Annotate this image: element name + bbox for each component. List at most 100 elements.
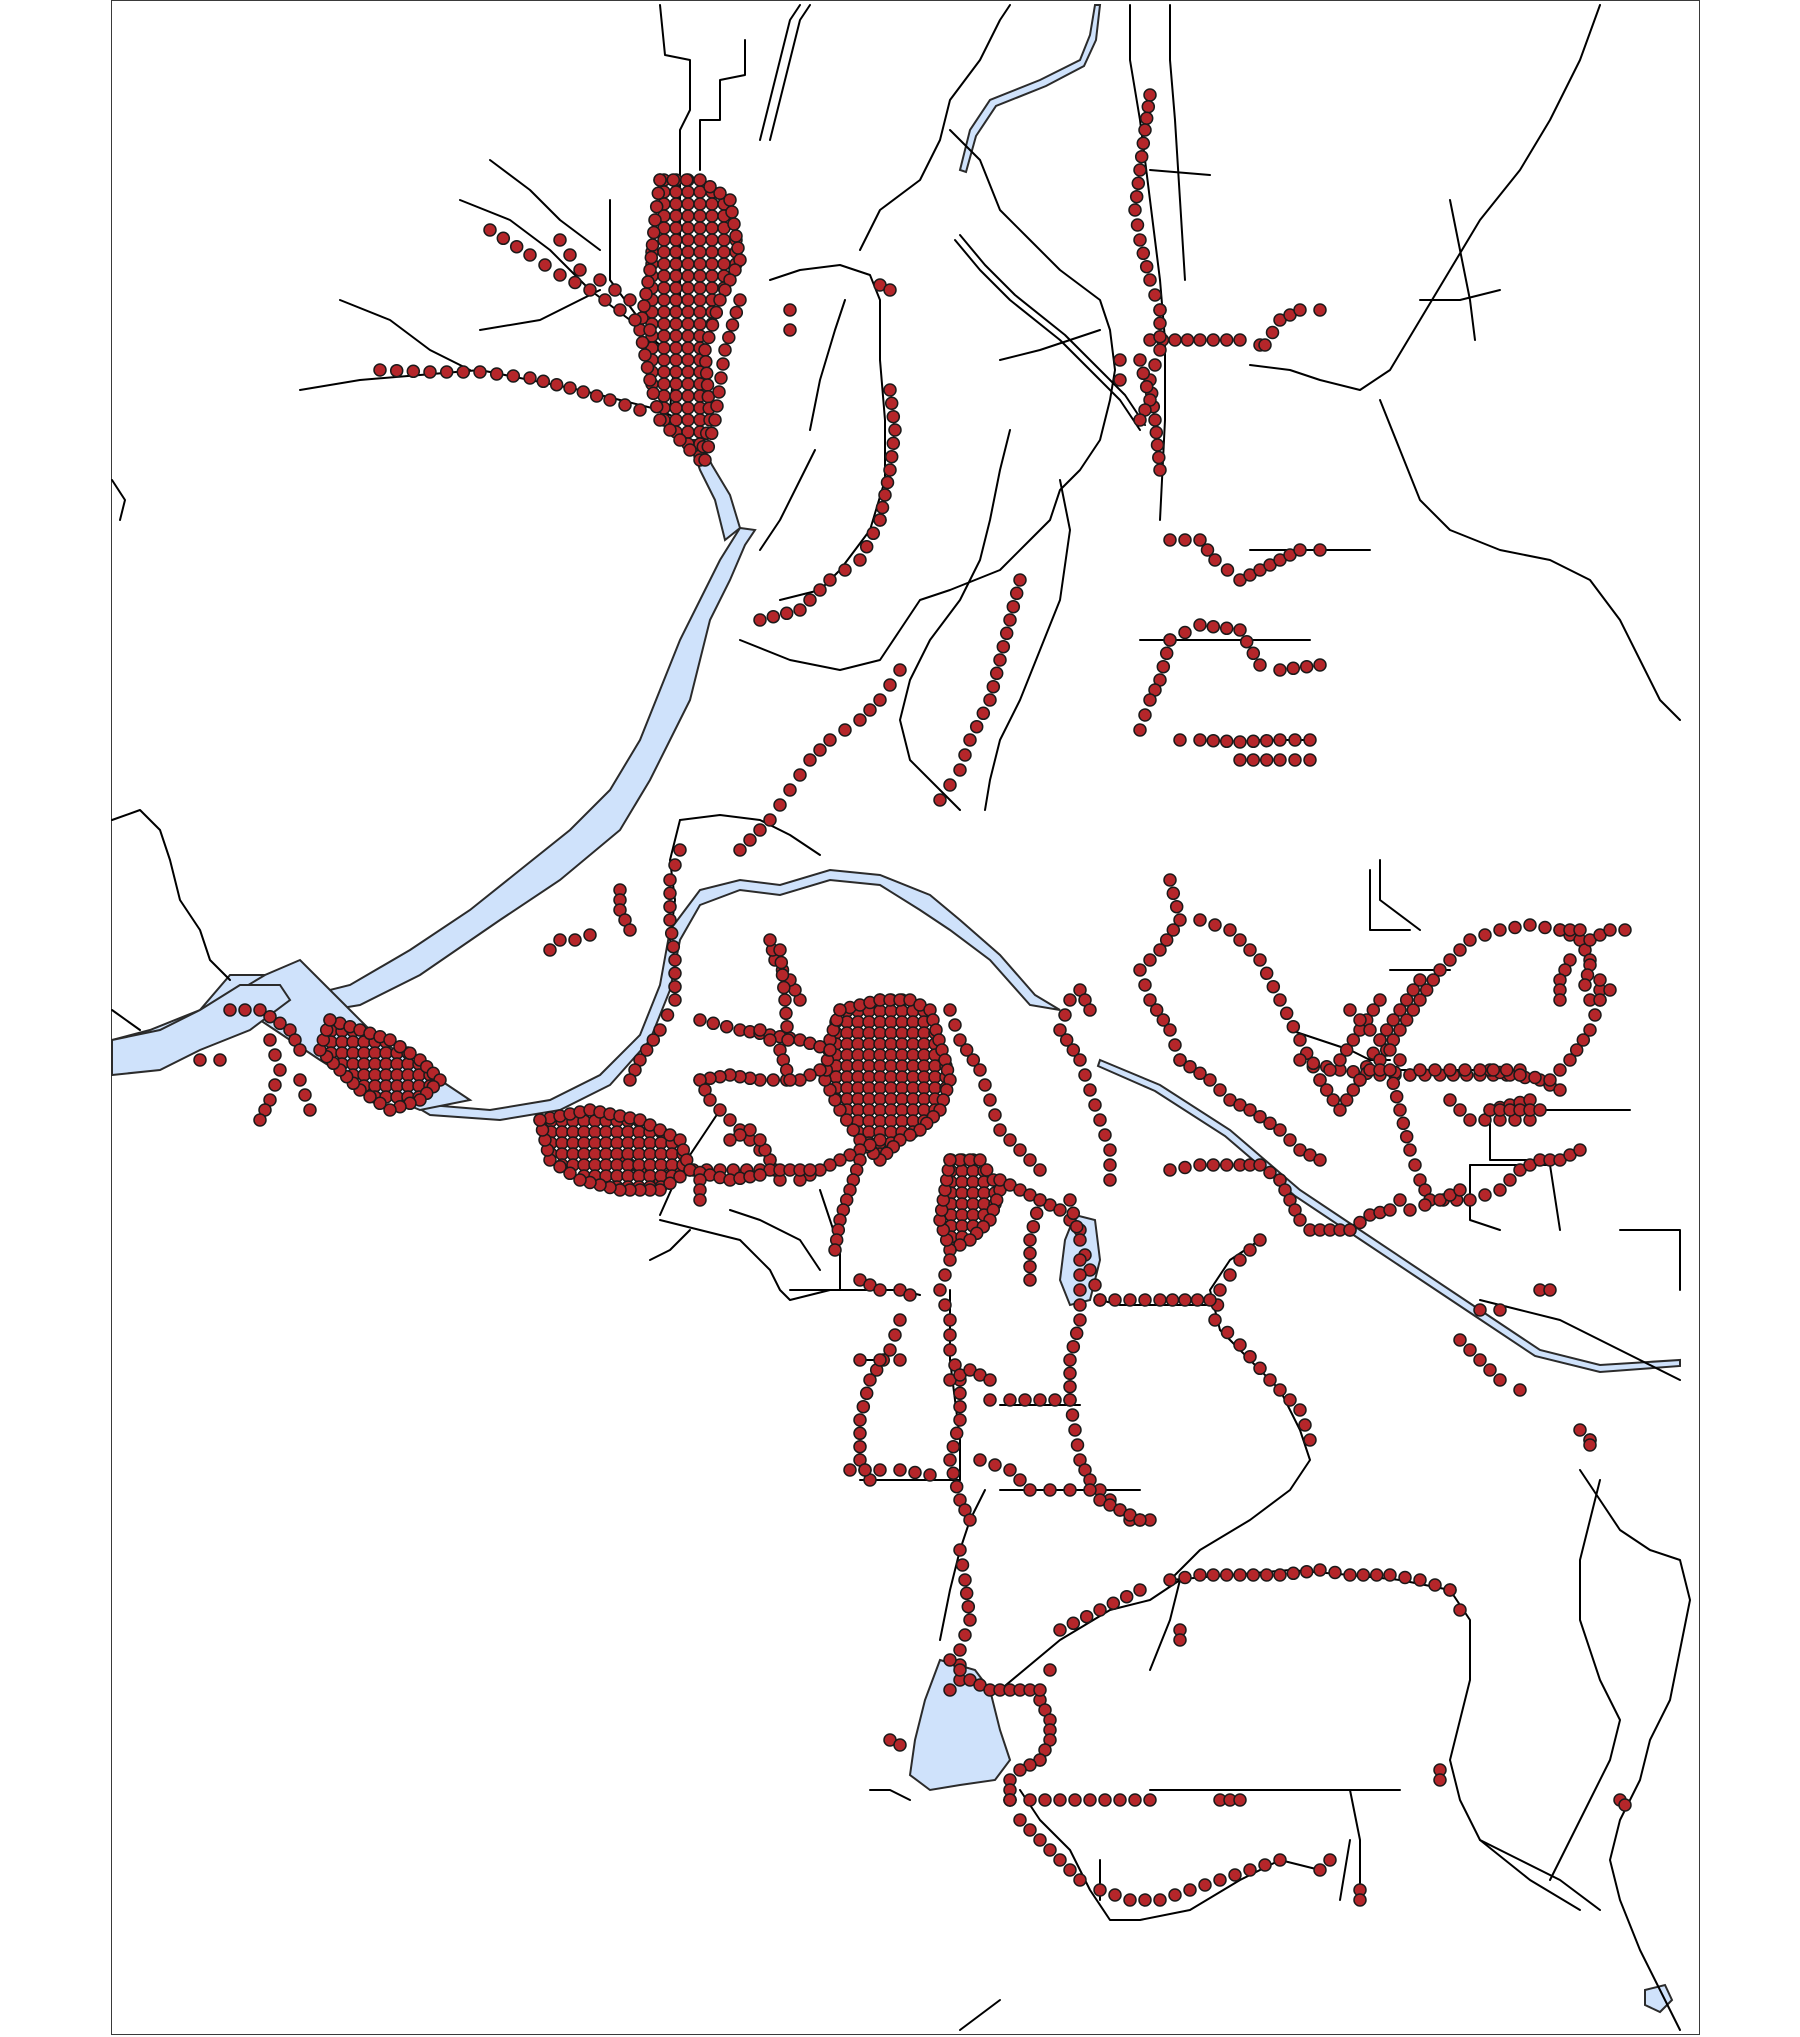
sample-point bbox=[1259, 966, 1274, 981]
sample-point bbox=[1463, 1343, 1477, 1357]
sample-point bbox=[669, 233, 683, 247]
sample-point bbox=[895, 1037, 909, 1051]
sample-point bbox=[873, 1092, 887, 1106]
sample-point bbox=[523, 248, 537, 262]
sample-point bbox=[1293, 1033, 1307, 1047]
sample-point bbox=[1343, 1223, 1357, 1237]
sample-point bbox=[1156, 659, 1171, 674]
sample-point bbox=[851, 1015, 865, 1029]
sample-point bbox=[705, 197, 719, 211]
sample-point bbox=[873, 1037, 887, 1051]
channel-east-b bbox=[959, 234, 1146, 426]
sample-point bbox=[555, 1136, 569, 1150]
sample-point bbox=[1228, 1868, 1242, 1882]
sample-point bbox=[379, 1079, 393, 1093]
sample-point bbox=[1178, 625, 1192, 640]
sample-point bbox=[669, 341, 683, 355]
sample-point bbox=[1023, 1246, 1037, 1261]
sample-point bbox=[838, 723, 852, 737]
sample-point bbox=[949, 1479, 964, 1494]
sample-point bbox=[681, 269, 695, 283]
sample-point bbox=[368, 1068, 382, 1082]
sample-point bbox=[669, 401, 683, 415]
sample-point bbox=[1003, 1463, 1017, 1477]
sample-point bbox=[1493, 923, 1507, 937]
sample-point bbox=[856, 1399, 871, 1414]
sample-point bbox=[873, 1353, 887, 1367]
sample-point bbox=[1143, 993, 1157, 1007]
sample-point bbox=[1578, 978, 1592, 992]
sample-point bbox=[1583, 1023, 1597, 1037]
sample-point bbox=[906, 1081, 920, 1095]
sample-point bbox=[1119, 1589, 1134, 1604]
sample-point bbox=[599, 1125, 613, 1139]
sample-point bbox=[823, 1043, 837, 1057]
sample-point bbox=[1413, 993, 1427, 1007]
sample-point bbox=[966, 1208, 980, 1222]
sample-point bbox=[1013, 1813, 1027, 1827]
sample-point bbox=[803, 593, 817, 607]
sample-point bbox=[668, 858, 682, 872]
sample-point bbox=[335, 1035, 349, 1049]
sample-point bbox=[1319, 1083, 1334, 1097]
sample-point bbox=[401, 1079, 415, 1093]
sample-point bbox=[669, 353, 683, 367]
sample-point bbox=[603, 393, 617, 407]
sample-point bbox=[966, 1175, 980, 1189]
sample-point bbox=[1023, 1273, 1037, 1287]
sample-point bbox=[693, 269, 707, 283]
sample-point bbox=[1108, 1293, 1122, 1307]
sample-point bbox=[643, 1169, 657, 1183]
sample-point bbox=[1383, 1043, 1397, 1057]
sample-point bbox=[840, 1059, 854, 1073]
sample-point bbox=[862, 1092, 876, 1106]
sample-point bbox=[840, 1037, 854, 1051]
sample-point bbox=[1063, 1863, 1077, 1877]
sample-point bbox=[780, 1019, 794, 1034]
sample-point bbox=[878, 488, 892, 502]
sample-point bbox=[1273, 753, 1287, 767]
sample-point bbox=[393, 1039, 407, 1054]
sample-point bbox=[1153, 463, 1167, 477]
sample-point bbox=[1393, 1193, 1407, 1207]
sample-point bbox=[1393, 1053, 1407, 1067]
sample-point bbox=[638, 348, 652, 362]
sample-point bbox=[1066, 1043, 1081, 1057]
sample-point bbox=[966, 1164, 980, 1178]
sample-point bbox=[665, 1147, 679, 1161]
sample-point bbox=[1038, 1793, 1052, 1807]
sample-point bbox=[1123, 1293, 1137, 1307]
sample-point bbox=[679, 173, 694, 187]
sample-point bbox=[703, 179, 717, 194]
sample-point bbox=[725, 318, 740, 332]
sample-point bbox=[863, 1373, 877, 1387]
sample-point bbox=[943, 1683, 957, 1697]
sample-point bbox=[346, 1057, 360, 1071]
sample-point bbox=[1134, 149, 1149, 164]
sample-point bbox=[1018, 1393, 1032, 1407]
sample-point bbox=[1473, 1063, 1487, 1077]
sample-point bbox=[1618, 923, 1632, 937]
sample-point bbox=[859, 539, 874, 554]
sample-point bbox=[851, 1037, 865, 1051]
sample-point bbox=[1198, 1878, 1212, 1892]
sample-point bbox=[1453, 1183, 1467, 1197]
sample-point bbox=[983, 1373, 997, 1387]
sample-point bbox=[803, 1163, 817, 1177]
sample-point bbox=[583, 283, 597, 297]
sample-point bbox=[1478, 1188, 1492, 1202]
sample-point bbox=[1293, 1053, 1307, 1067]
sample-point bbox=[643, 373, 657, 387]
sample-point bbox=[1073, 1873, 1087, 1887]
sample-point bbox=[1026, 1219, 1041, 1234]
sample-point bbox=[1483, 1363, 1497, 1377]
sample-point bbox=[1573, 1423, 1587, 1437]
sample-point bbox=[1413, 1573, 1427, 1587]
sample-point bbox=[1259, 733, 1274, 748]
sample-point bbox=[958, 1573, 972, 1587]
sample-point bbox=[1403, 1203, 1417, 1217]
sample-point bbox=[928, 1070, 942, 1084]
sample-point bbox=[632, 1147, 646, 1161]
sample-point bbox=[1069, 1326, 1084, 1341]
